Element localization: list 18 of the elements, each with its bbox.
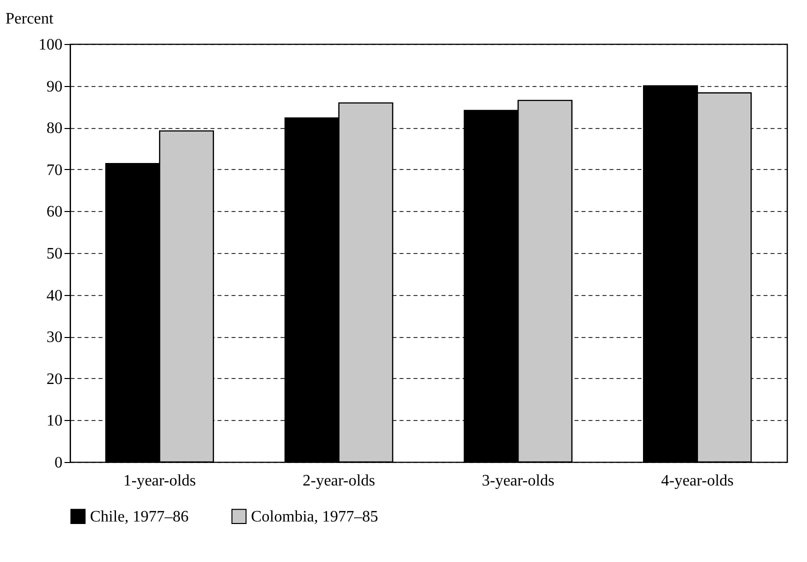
legend-label: Colombia, 1977–85 [251, 508, 378, 526]
y-tick-label: 0 [54, 454, 62, 472]
x-tick-label: 4-year-olds [661, 472, 734, 490]
y-tick-label: 40 [46, 287, 62, 304]
x-tick-label: 2-year-olds [302, 472, 376, 490]
y-tick-label: 20 [46, 370, 62, 388]
y-tick-label: 60 [46, 204, 62, 221]
x-tick-label: 1-year-olds [123, 472, 196, 490]
y-tick-label: 70 [46, 162, 62, 179]
y-axis-title: Percent [6, 10, 54, 28]
y-tick-label: 50 [46, 246, 62, 262]
x-tick-label: 3-year-olds [482, 472, 554, 490]
y-tick-label: 30 [46, 329, 62, 346]
y-tick-label: 10 [46, 412, 62, 430]
y-tick-label: 100 [38, 36, 62, 54]
y-tick-label: 90 [46, 78, 62, 96]
y-tick-label: 80 [46, 120, 62, 138]
legend-label: Chile, 1977–86 [90, 508, 189, 526]
